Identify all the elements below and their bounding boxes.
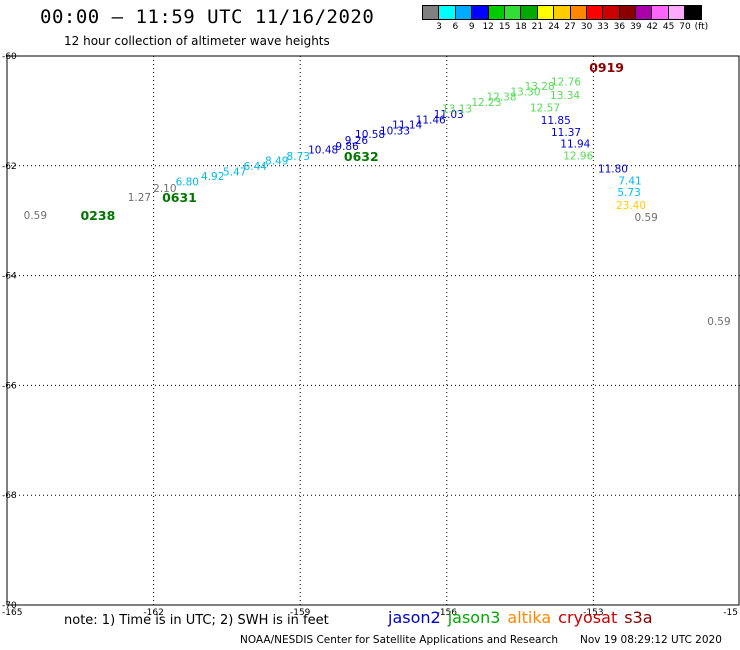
swh-value-label: 13.34: [550, 90, 580, 102]
axis-tick-labels: -165 -162 -159 -156 -153 -15 -60 -62 -64 -66 -68 -7…: [2, 52, 738, 618]
swh-value-label: 11.46: [416, 115, 446, 127]
swh-value-label: 2.10: [153, 183, 176, 195]
x-tick-label: -159: [290, 608, 311, 618]
y-tick-label: -70: [2, 601, 17, 611]
swh-value-label: 6.80: [176, 177, 199, 189]
y-tick-label: -64: [2, 272, 17, 282]
colorbar-tick-label: 24: [548, 22, 560, 32]
pass-time-label: 0238: [80, 208, 115, 223]
pass-time-label: 0919: [589, 60, 624, 75]
swh-value-label: 0.59: [24, 210, 47, 222]
legend-cryosat: cryosat: [558, 608, 618, 627]
swh-value-label: 12.76: [551, 76, 581, 88]
plot-border: [6, 55, 740, 606]
y-tick-label: -66: [2, 381, 17, 391]
swh-value-label: 5.47: [223, 166, 246, 178]
colorbar-tick-label: (ft): [694, 22, 709, 32]
x-tick-label: -15: [723, 608, 738, 618]
y-tick-label: -62: [2, 162, 17, 172]
swh-value-label: 8.73: [287, 151, 310, 163]
legend-jason2: jason2: [388, 608, 441, 627]
swh-value-label: 12.96: [563, 150, 593, 162]
swh-value-label: 13.28: [525, 81, 555, 93]
x-tick-label: -162: [143, 608, 163, 618]
colorbar-tick-label: 30: [580, 22, 593, 32]
swh-value-label: 11.94: [560, 138, 590, 150]
legend-s3a: s3a: [624, 608, 653, 627]
colorbar-tick-label: 33: [597, 22, 609, 32]
legend-jason3: jason3: [447, 608, 501, 627]
pass-time-label: 0631: [162, 190, 197, 205]
pass-time-labels: 023806310632091909: [80, 60, 624, 223]
y-tick-label: -60: [2, 52, 17, 62]
credit-text: NOAA/NESDIS Center for Satellite Applica…: [240, 634, 558, 646]
swh-value-label: 10.58: [355, 129, 385, 141]
swh-value-label: 7.41: [618, 176, 641, 188]
plot-frame: [6, 55, 740, 606]
swh-value-label: 11.85: [541, 115, 571, 127]
swh-value-label: 0.59: [707, 316, 730, 328]
x-tick-label: -156: [437, 608, 458, 618]
colorbar-tick-label: 6: [452, 22, 459, 32]
colorbar-tick-label: 3: [436, 22, 442, 32]
colorbar-tick-label: 70: [679, 22, 691, 32]
pass-time-label: 0632: [344, 149, 379, 164]
data-points: 0.59 1.272.106.80 4.925.476.448.498.7310.4…: [24, 76, 731, 328]
swh-value-label: 4.92: [201, 171, 224, 183]
generated-timestamp: Nov 19 08:29:12 UTC 2020: [580, 634, 722, 646]
swh-value-label: 23.40: [616, 200, 646, 212]
y-tick-label: -68: [2, 491, 17, 501]
satellite-legend: jason2 jason3 altika cryosat s3a: [388, 608, 660, 627]
swh-value-label: 11.14: [392, 120, 422, 132]
swh-value-label: 9.86: [335, 141, 359, 153]
swh-value-label: 13.13: [442, 104, 472, 116]
swh-value-label: 9.26: [345, 135, 369, 147]
swh-value-label: 11.37: [551, 127, 581, 139]
swh-value-label: 11.80: [598, 164, 628, 176]
colorbar-tick-label: 39: [630, 22, 642, 32]
wave-height-colorbar: [422, 5, 702, 20]
swh-value-label: 10.33: [380, 126, 410, 138]
colorbar-tick-label: 21: [531, 22, 544, 32]
colorbar-tick-label: 9: [468, 22, 475, 32]
swh-value-label: 11.03: [434, 109, 464, 121]
chart-title: 00:00 – 11:59 UTC 11/16/2020: [40, 6, 375, 28]
swh-value-label: 12.38: [486, 92, 516, 104]
swh-value-label: 8.49: [265, 155, 288, 167]
chart-subtitle: 12 hour collection of altimeter wave hei…: [64, 34, 330, 48]
x-tick-label: -165: [2, 608, 22, 618]
colorbar-tick-label: 36: [613, 22, 626, 32]
swh-value-label: 0.59: [634, 212, 657, 224]
colorbar-tick-label: 12: [482, 22, 494, 32]
colorbar-tick-label: 42: [646, 22, 658, 32]
units-note: note: 1) Time is in UTC; 2) SWH is in fe…: [64, 613, 329, 628]
colorbar-tick-label: 18: [515, 22, 527, 32]
colorbar-tick-label: 15: [498, 22, 511, 32]
swh-value-label: 12.23: [471, 97, 501, 109]
swh-value-label: 13.30: [510, 87, 540, 99]
colorbar-swatch: [684, 5, 702, 20]
swh-value-label: 5.73: [617, 187, 640, 199]
swh-value-label: 10.48: [308, 144, 338, 156]
swh-value-label: 1.27: [128, 192, 151, 204]
colorbar-tick-label: 45: [662, 22, 675, 32]
x-tick-label: -153: [583, 608, 603, 618]
swh-value-label: 6.44: [244, 161, 268, 173]
swh-value-label: 12.57: [530, 103, 560, 115]
legend-altika: altika: [507, 608, 552, 627]
colorbar-tick-label: 27: [564, 22, 576, 32]
